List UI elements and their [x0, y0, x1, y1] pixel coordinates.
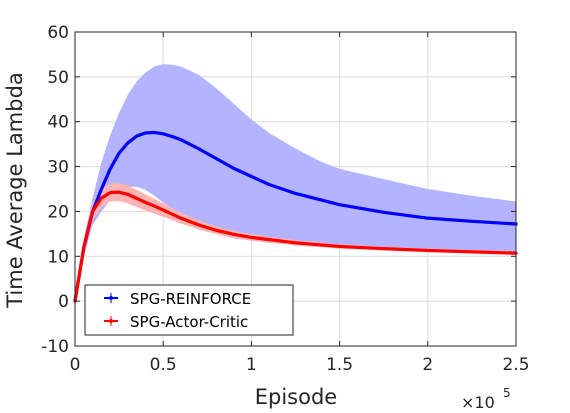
y-tick-label: 20	[47, 202, 69, 222]
legend: SPG-REINFORCE SPG-Actor-Critic	[84, 284, 294, 336]
x-exponent-base: ×10	[461, 393, 495, 412]
x-tick-labels: 0 0.5 1 1.5 2 2.5	[70, 355, 530, 375]
legend-marker-reinforce	[109, 296, 113, 300]
series-line-reinforce	[73, 130, 518, 303]
axis-ticks	[74, 31, 517, 347]
x-exponent-power: 5	[503, 386, 511, 400]
legend-marker-actor-critic	[109, 319, 113, 323]
band-reinforce	[75, 64, 516, 302]
y-tick-label: 60	[47, 23, 69, 43]
series-lines	[73, 130, 518, 303]
legend-item-actor-critic: SPG-Actor-Critic	[104, 313, 248, 331]
y-tick-label: 0	[58, 292, 69, 312]
y-tick-label: -10	[41, 337, 69, 357]
y-tick-label: 10	[47, 247, 69, 267]
x-tick-label: 2.5	[502, 355, 529, 375]
plot-frame	[74, 31, 517, 347]
y-axis-label: Time Average Lambda	[3, 72, 27, 309]
series-line-actor-critic	[73, 190, 518, 303]
y-tick-label: 30	[47, 158, 69, 178]
y-tick-label: 50	[47, 68, 69, 88]
y-tick-labels: -10 0 10 20 30 40 50 60	[41, 23, 69, 357]
x-tick-label: 2	[422, 355, 433, 375]
legend-item-reinforce: SPG-REINFORCE	[104, 290, 251, 308]
x-tick-label: 1	[246, 355, 257, 375]
x-tick-label: 1.5	[326, 355, 353, 375]
x-tick-label: 0	[70, 355, 81, 375]
x-axis-label: Episode	[255, 385, 337, 409]
legend-label-reinforce: SPG-REINFORCE	[130, 290, 251, 308]
y-tick-label: 40	[47, 113, 69, 133]
x-tick-label: 0.5	[150, 355, 177, 375]
legend-box	[84, 284, 294, 336]
x-exponent-label: ×10 5	[461, 386, 511, 412]
legend-label-actor-critic: SPG-Actor-Critic	[130, 313, 248, 331]
